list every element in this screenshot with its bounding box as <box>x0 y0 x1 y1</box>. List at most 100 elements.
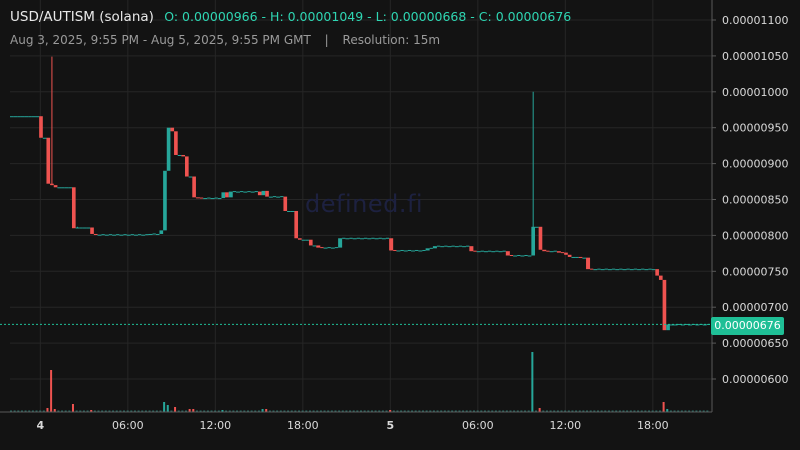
candle <box>188 176 193 178</box>
volume-bar <box>560 410 563 412</box>
volume-bar <box>177 410 180 412</box>
volume-bar <box>155 410 158 412</box>
volume-bar <box>159 410 162 412</box>
volume-bar <box>301 410 304 412</box>
candle <box>50 183 54 186</box>
volume-bar <box>443 410 446 412</box>
volume-bar <box>68 410 71 412</box>
candle <box>535 226 539 228</box>
time-tick-label: 18:00 <box>287 419 319 432</box>
candle <box>345 238 350 240</box>
volume-bar <box>622 410 625 412</box>
volume-bar <box>418 410 421 412</box>
volume-bar <box>290 410 293 412</box>
price-axis-labels[interactable]: 0.00000600 0.00000650 0.00000700 0.00000750… <box>712 14 788 386</box>
price-tick-label: 0.00001000 <box>722 86 788 99</box>
volume-bar <box>42 410 45 412</box>
volume-bar <box>279 410 282 412</box>
time-tick-label: 12:00 <box>549 419 581 432</box>
candle <box>79 227 83 229</box>
candle <box>75 227 80 229</box>
candle <box>195 197 200 199</box>
volume-bar <box>79 410 82 412</box>
volume-bar <box>578 410 581 412</box>
volume-bar <box>250 410 253 412</box>
candle <box>381 238 386 240</box>
volume-bar <box>144 410 147 412</box>
price-tick-label: 0.00000700 <box>722 301 788 314</box>
volume-bar <box>137 410 140 412</box>
chart-header: USD/AUTISM (solana) O: 0.00000966 - H: 0… <box>10 9 571 25</box>
candle <box>305 239 309 241</box>
candle <box>42 137 47 139</box>
volume-bar <box>356 410 359 412</box>
volume-bar <box>327 410 330 412</box>
candle <box>476 251 481 253</box>
volume-bar <box>10 410 12 412</box>
candle <box>97 234 102 236</box>
candle <box>210 198 215 200</box>
volume-bar <box>673 410 676 412</box>
volume-bar <box>462 410 465 412</box>
volume-bar <box>651 410 654 412</box>
price-tick-label: 0.00000800 <box>722 229 788 242</box>
candle <box>432 246 437 249</box>
candle <box>71 187 76 229</box>
time-axis-labels[interactable]: 4 06:00 12:00 18:00 5 06:00 12:00 18:00 <box>37 419 669 432</box>
volume-bar <box>126 410 129 412</box>
symbol-title: USD/AUTISM (solana) <box>10 9 154 25</box>
candle <box>316 245 321 248</box>
candle <box>454 246 459 248</box>
volume-bar <box>210 410 213 412</box>
volume-bar <box>123 410 126 412</box>
volume-bar <box>319 410 322 412</box>
volume-bar <box>104 410 107 412</box>
candle <box>520 255 525 257</box>
volume-bar <box>374 410 377 412</box>
candle <box>549 251 554 253</box>
volume-bar <box>305 410 308 412</box>
candle <box>104 234 109 236</box>
volume-bar <box>163 402 166 412</box>
price-tick-label: 0.00000950 <box>722 122 788 135</box>
candle <box>505 251 510 256</box>
volume-bars <box>10 352 709 412</box>
candle <box>185 156 189 177</box>
candle <box>31 116 36 118</box>
candle <box>556 251 561 253</box>
volume-bar <box>360 410 362 412</box>
time-tick-label: 4 <box>37 419 45 432</box>
candle <box>170 127 175 132</box>
candle <box>93 233 98 235</box>
volume-bar <box>400 410 403 412</box>
candle <box>688 324 693 326</box>
candle <box>360 238 364 240</box>
candle <box>418 250 423 252</box>
volume-bar <box>381 410 384 412</box>
price-tick-label: 0.00000750 <box>722 265 788 278</box>
separator: | <box>324 33 329 47</box>
volume-bar <box>483 410 486 412</box>
candle <box>301 239 306 241</box>
volume-bar <box>75 410 78 412</box>
candle <box>61 187 65 189</box>
volume-bar <box>662 402 665 412</box>
candle <box>24 116 29 118</box>
candle <box>290 210 295 212</box>
candle <box>308 239 313 246</box>
resolution-label[interactable]: Resolution: 15m <box>342 33 441 47</box>
volume-bar <box>363 410 366 412</box>
volume-bar <box>39 410 42 412</box>
volume-bar <box>567 410 570 412</box>
candle <box>447 246 452 248</box>
candle <box>261 190 266 196</box>
volume-bar <box>330 410 333 412</box>
candle <box>483 251 488 253</box>
candle <box>338 238 343 248</box>
candle <box>575 256 579 258</box>
candle <box>181 154 185 157</box>
volume-bar <box>491 410 494 412</box>
candle <box>312 245 317 247</box>
volume-bar <box>513 410 516 412</box>
